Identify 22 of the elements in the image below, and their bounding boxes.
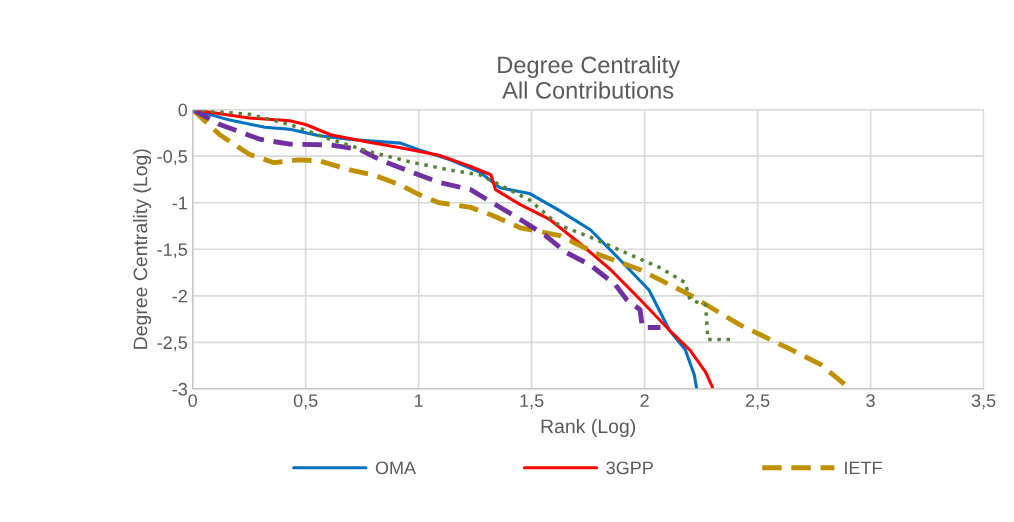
y-tick-label: -1 (172, 196, 187, 210)
x-tick-label: 1 (414, 394, 423, 407)
x-tick-label: 0 (188, 394, 197, 408)
line-series (192, 109, 663, 330)
x-tick-label: 1,5 (520, 394, 544, 410)
legend-label: IETF (845, 461, 882, 475)
y-tick-label: 0 (178, 103, 188, 117)
x-tick-label: 2 (640, 394, 649, 407)
x-axis-title: Rank (Log) (541, 418, 636, 438)
chart-title: Degree Centrality All Contributions (498, 55, 680, 99)
x-tick-label: 3,5 (971, 394, 996, 410)
y-tick-label: -0,5 (157, 150, 188, 166)
y-tick-label: -2 (172, 289, 187, 303)
legend-label: 3GPP (606, 461, 653, 475)
y-tick-label: -1,5 (157, 243, 188, 259)
x-tick-label: 0,5 (293, 394, 318, 410)
y-tick-label: -3 (172, 382, 188, 396)
legend-label: OMA (375, 461, 417, 475)
y-axis-title: Degree Centrality (Log) (133, 149, 152, 349)
y-tick-label: -2,5 (157, 336, 188, 352)
x-tick-label: 3 (866, 394, 875, 408)
x-tick-label: 2,5 (745, 394, 770, 410)
